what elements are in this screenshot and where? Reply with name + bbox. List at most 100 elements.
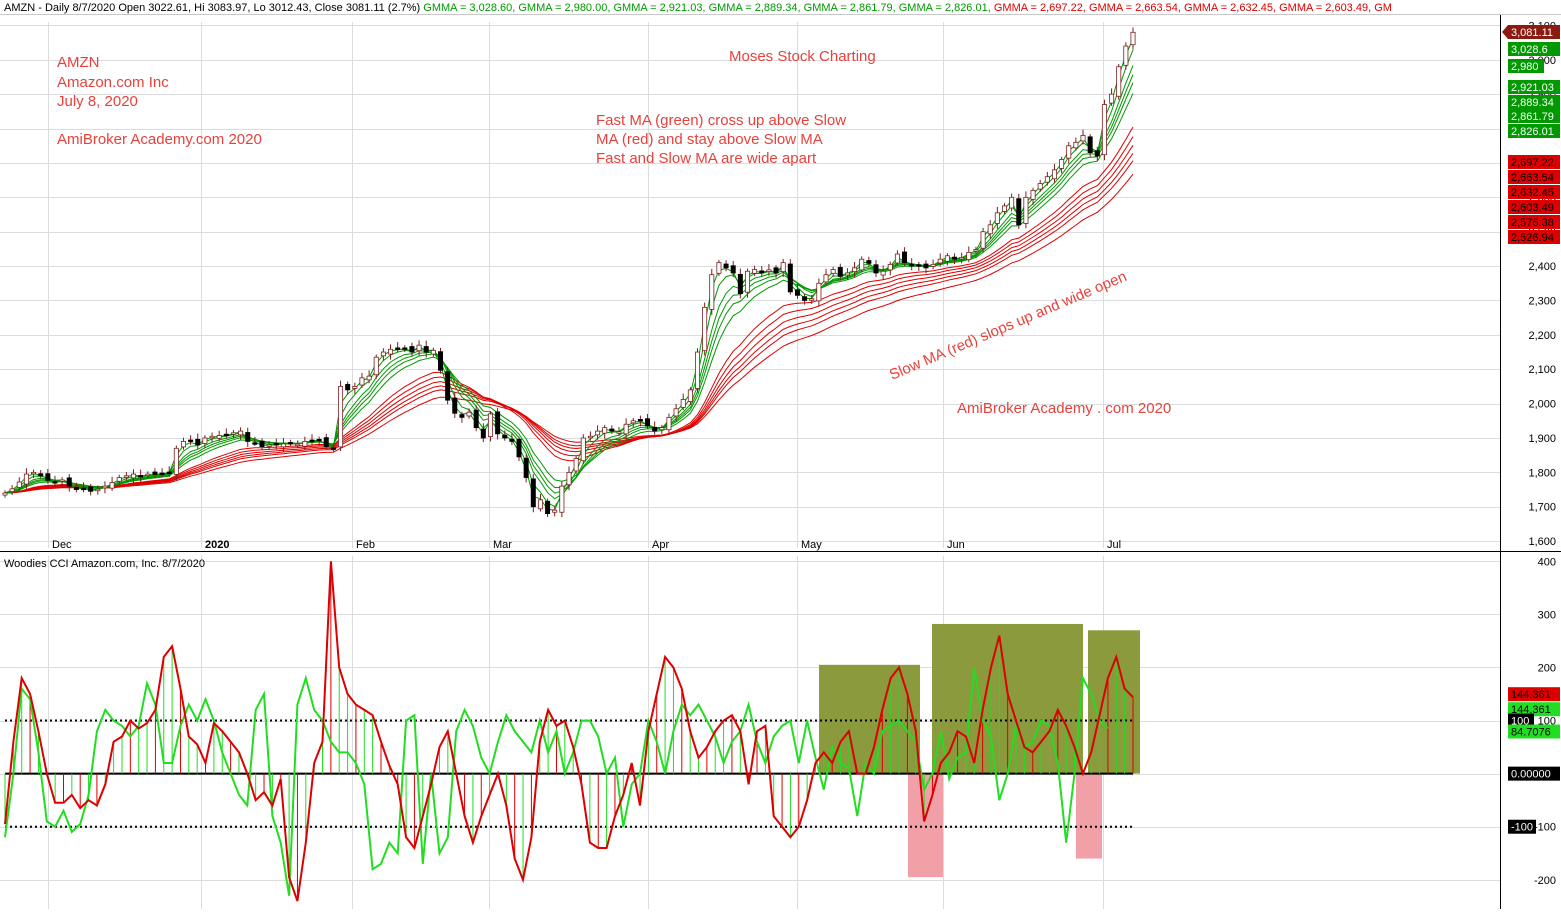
header-gmma-slow: GM — [1374, 2, 1392, 14]
candle-body — [709, 274, 715, 310]
candle-body — [844, 272, 850, 276]
candle-body — [652, 426, 658, 432]
candle-body — [316, 438, 322, 442]
candle-body — [830, 269, 836, 274]
x-tick-label: Mar — [493, 539, 512, 551]
candle-body — [116, 477, 122, 482]
header-gmma-fast: GMMA = 2,921.03, — [613, 2, 708, 14]
candle-body — [1037, 183, 1043, 190]
candle-body — [352, 386, 358, 389]
candle-body — [195, 438, 201, 446]
cci-value-label: 144.361 — [1511, 689, 1551, 701]
header-gmma-fast: GMMA = 3,028.60, — [423, 2, 518, 14]
fast-ma-label-bg — [1508, 124, 1560, 138]
header-quote: AMZN - Daily 8/7/2020 Open 3022.61, Hi 3… — [4, 2, 423, 14]
header-gmma-fast: GMMA = 2,980.00, — [518, 2, 613, 14]
cci-histogram — [4, 561, 1134, 902]
candle-body — [1101, 104, 1107, 156]
candle-body — [473, 409, 479, 429]
candle-body — [687, 389, 693, 402]
candle-body — [894, 253, 900, 264]
cci-zero-label: 0.00000 — [1511, 769, 1551, 781]
candle-body — [166, 471, 172, 474]
y-tick-label: 2,000 — [1528, 399, 1556, 411]
x-tick-label: Jul — [1107, 539, 1121, 551]
candle-body — [623, 423, 629, 435]
candle-body — [1044, 176, 1050, 183]
candle-body — [16, 481, 22, 488]
candle-body — [816, 282, 822, 302]
candle-body — [944, 255, 950, 262]
candle-body — [994, 212, 1000, 224]
cci-levels — [5, 719, 1133, 828]
header-gmma-fast: GMMA = 2,861.79, — [804, 2, 899, 14]
slow-ma-label-bg — [1508, 170, 1560, 184]
candle-body — [523, 457, 529, 478]
candle-body — [766, 269, 772, 272]
candle-body — [852, 267, 858, 272]
turbo-cci-value-label: 144.361 — [1511, 704, 1551, 716]
candle-body — [645, 418, 651, 427]
candle-body — [409, 346, 415, 353]
candle-body — [52, 481, 58, 484]
candle-body — [216, 435, 222, 439]
candle-body — [980, 231, 986, 249]
candle-body — [673, 408, 679, 417]
candle-body — [1073, 141, 1079, 149]
x-tick-label: Apr — [652, 539, 669, 551]
slow-ma-group — [4, 126, 1134, 494]
highlight-red-zone — [908, 773, 943, 878]
candle-body — [802, 296, 808, 301]
y-tick-label: 2,100 — [1528, 364, 1556, 376]
candle-body — [595, 430, 601, 436]
cci-line — [4, 561, 1134, 902]
candle-body — [680, 399, 686, 408]
candle-body — [59, 479, 65, 482]
slow-ma-line — [4, 126, 1134, 494]
candle-body — [1123, 45, 1129, 66]
candle-body — [659, 427, 665, 431]
candlestick-group — [2, 27, 1136, 518]
cci-tick-label: 200 — [1538, 662, 1556, 674]
candle-body — [952, 256, 958, 260]
annotation-symbol: AMZN — [57, 54, 100, 71]
candle-body — [502, 434, 508, 439]
header-gmma-slow: GMMA = 2,632.45, — [1184, 2, 1279, 14]
candle-body — [95, 488, 101, 492]
candle-body — [780, 262, 786, 272]
candle-body — [737, 273, 743, 294]
candle-body — [602, 427, 608, 434]
candle-body — [180, 441, 186, 448]
fast-ma-label-bg — [1508, 42, 1560, 56]
candle-body — [423, 346, 429, 353]
candle-body — [437, 351, 443, 371]
candle-body — [609, 428, 615, 432]
candle-body — [330, 447, 336, 450]
y-tick-label: 1,600 — [1528, 536, 1556, 548]
candle-body — [495, 411, 501, 435]
candle-body — [31, 471, 37, 475]
annotation-fast-note-2: MA (red) and stay above Slow MA — [596, 131, 823, 148]
candle-body — [1087, 136, 1093, 154]
candle-body — [152, 471, 158, 475]
candle-body — [866, 260, 872, 264]
candle-body — [266, 444, 272, 447]
candle-body — [188, 439, 194, 442]
candle-body — [930, 263, 936, 267]
fast-ma-label: 2,980 — [1511, 61, 1539, 73]
annotation-fast-note-3: Fast and Slow MA are wide apart — [596, 150, 817, 167]
candle-body — [587, 435, 593, 439]
x-tick-label: Feb — [356, 539, 375, 551]
candle-body — [987, 224, 993, 235]
candle-body — [416, 344, 422, 352]
header-gmma-fast: GMMA = 2,826.01, — [899, 2, 994, 14]
candle-body — [702, 306, 708, 352]
slow-ma-label-bg — [1508, 155, 1560, 169]
candle-body — [873, 264, 879, 274]
candle-body — [573, 458, 579, 472]
candle-body — [637, 419, 643, 422]
turbo-cci-line — [4, 667, 1109, 896]
candle-body — [902, 251, 908, 264]
slow-ma-line — [4, 153, 1134, 494]
